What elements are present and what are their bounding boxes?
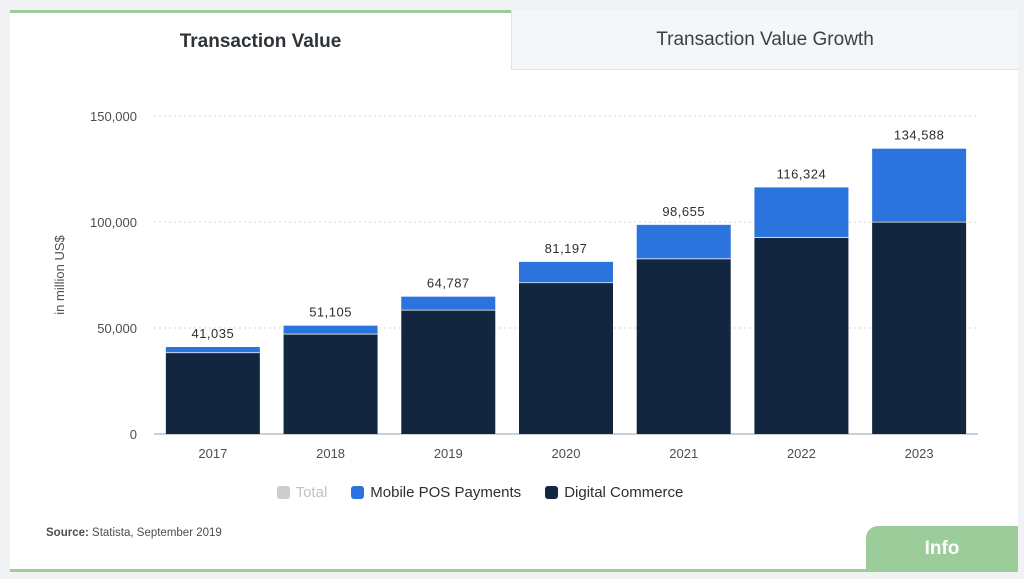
bar-segment (519, 282, 613, 434)
y-tick-label: 150,000 (90, 109, 137, 124)
data-label-total: 81,197 (545, 241, 588, 256)
bar-chart: 0 50,000 100,000 150,000 in million US$ 41,03… (52, 109, 978, 461)
bar-segment (401, 309, 496, 434)
legend-label-total: Total (295, 484, 328, 501)
y-tick-label: 0 (130, 427, 137, 442)
data-label-total: 51,105 (309, 305, 352, 320)
y-tick-label: 50,000 (97, 321, 137, 336)
info-button[interactable]: Info (866, 526, 1018, 569)
bar-segment (283, 325, 378, 334)
x-tick-label: 2017 (198, 446, 227, 461)
source-text: Statista, September 2019 (92, 527, 222, 539)
y-axis-title: in million US$ (52, 234, 67, 314)
x-tick-label: 2021 (669, 446, 698, 461)
bar-segment (165, 352, 260, 434)
tab-transaction-value-growth[interactable]: Transaction Value Growth (511, 10, 1018, 70)
data-label-total: 98,655 (662, 204, 705, 219)
bar-segment (636, 224, 731, 259)
bar-segment (872, 148, 967, 222)
chart-legend: Total Mobile POS Payments Digital Commer… (10, 484, 950, 501)
bar-segment (283, 333, 378, 434)
x-tick-label: 2018 (316, 446, 345, 461)
data-label-total: 41,035 (191, 326, 234, 341)
y-tick-label: 100,000 (90, 215, 137, 230)
bar-segment (519, 261, 613, 283)
bar-segment (754, 237, 849, 434)
bar-segment (754, 187, 849, 238)
x-tick-label: 2022 (787, 446, 816, 461)
legend-label-digital-commerce: Digital Commerce (564, 484, 684, 501)
bar-segment (872, 221, 967, 434)
data-label-total: 134,588 (894, 128, 945, 143)
source-note: Source: Statista, September 2019 (46, 527, 222, 539)
x-tick-label: 2020 (552, 446, 581, 461)
legend-swatch-total (276, 486, 290, 499)
legend-item-total[interactable]: Total (276, 484, 328, 501)
data-label-total: 64,787 (427, 276, 470, 291)
tab-transaction-value[interactable]: Transaction Value (10, 10, 511, 70)
data-label-total: 116,324 (777, 166, 827, 181)
legend-swatch-digital-commerce (545, 486, 559, 499)
x-tick-label: 2019 (434, 446, 463, 461)
legend-label-mobile-pos: Mobile POS Payments (370, 484, 522, 501)
source-label: Source: (46, 527, 89, 539)
legend-swatch-mobile-pos (351, 486, 365, 499)
legend-item-digital-commerce[interactable]: Digital Commerce (545, 484, 683, 501)
bar-segment (636, 258, 731, 434)
bar-segment (165, 347, 260, 353)
legend-item-mobile-pos[interactable]: Mobile POS Payments (351, 484, 521, 501)
chart-widget: Transaction Value Transaction Value Grow… (10, 10, 1018, 572)
x-tick-label: 2023 (905, 446, 934, 461)
bar-segment (401, 296, 496, 310)
